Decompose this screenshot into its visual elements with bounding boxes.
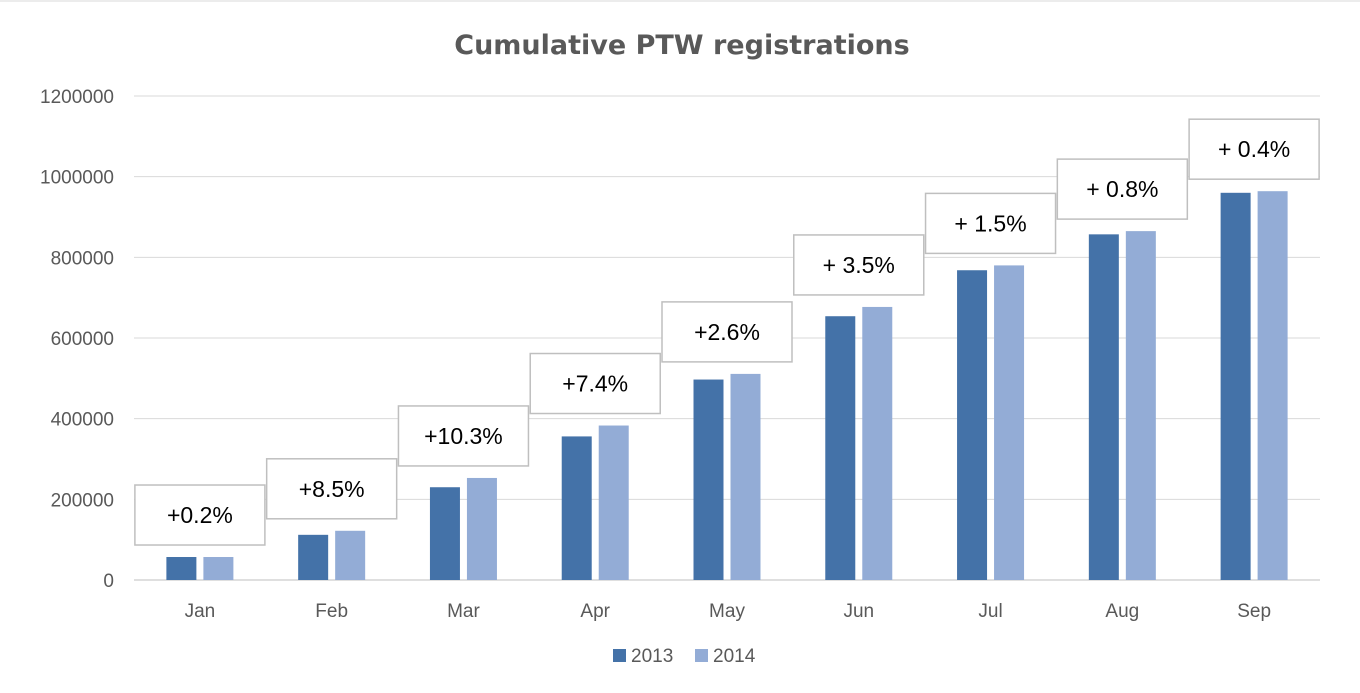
- annotation-label: +2.6%: [694, 319, 760, 345]
- bar-2014-Jan: [203, 557, 234, 580]
- annotation-box: [793, 234, 925, 296]
- annotation-label: + 0.8%: [1086, 176, 1158, 202]
- bar-2013-Jun: [825, 316, 856, 580]
- annotation-May: +2.6%: [661, 301, 793, 363]
- y-tick-label: 600000: [51, 329, 114, 350]
- y-tick-label: 800000: [51, 248, 114, 269]
- annotation-Jan: +0.2%: [134, 484, 266, 546]
- annotation-box: [661, 301, 793, 363]
- legend-swatch-2013: [613, 649, 626, 662]
- annotation-box: [529, 352, 661, 415]
- annotation-label: + 3.5%: [823, 252, 895, 278]
- x-tick-label: Jul: [978, 601, 1002, 622]
- legend: 2013 2014: [613, 646, 756, 667]
- bar-2013-Sep: [1220, 192, 1251, 581]
- annotation-label: + 0.4%: [1218, 136, 1290, 162]
- annotation-box: [134, 484, 266, 546]
- annotation-Sep: + 0.4%: [1188, 118, 1320, 180]
- bar-2014-Jun: [862, 306, 893, 580]
- bar-2014-Apr: [598, 425, 629, 580]
- y-tick-label: 1200000: [40, 87, 114, 108]
- annotations: +0.2% +8.5% +10.3% +7.4% +2.6% + 3.5% + 1.5% + …: [134, 118, 1320, 546]
- x-tick-label: Apr: [580, 601, 610, 622]
- annotation-Mar: +10.3%: [397, 405, 530, 467]
- bar-2014-Aug: [1125, 231, 1156, 580]
- annotation-Apr: +7.4%: [529, 352, 661, 415]
- bar-2014-May: [730, 373, 761, 580]
- x-tick-label: Jun: [843, 601, 874, 622]
- x-tick-label: Sep: [1237, 601, 1271, 622]
- annotation-label: +10.3%: [424, 423, 503, 449]
- annotation-label: +0.2%: [167, 502, 233, 528]
- bar-series: [166, 191, 1288, 581]
- y-tick-label: 1000000: [40, 168, 114, 189]
- bar-2013-Mar: [429, 487, 460, 580]
- y-axis: 0 200000 400000 600000 800000 1000000 1200000: [40, 87, 114, 592]
- bar-2014-Jul: [994, 265, 1025, 580]
- annotation-Jun: + 3.5%: [793, 234, 925, 296]
- legend-swatch-2014: [695, 649, 708, 662]
- legend-label-2013: 2013: [631, 646, 673, 667]
- x-tick-label: Jan: [185, 601, 216, 622]
- chart-title: Cumulative PTW registrations: [454, 30, 909, 61]
- annotation-label: + 1.5%: [954, 210, 1026, 236]
- bar-2013-Jan: [166, 557, 197, 580]
- annotation-box: [265, 458, 398, 520]
- annotation-Feb: +8.5%: [265, 458, 398, 520]
- bar-2013-Apr: [561, 436, 592, 580]
- bar-2013-Jul: [957, 270, 988, 580]
- y-tick-label: 200000: [51, 490, 114, 511]
- x-tick-label: Mar: [447, 601, 480, 622]
- annotation-box: [397, 405, 530, 467]
- annotation-box: [1188, 118, 1320, 180]
- bar-2014-Mar: [466, 477, 497, 580]
- x-tick-label: Feb: [315, 601, 348, 622]
- legend-label-2014: 2014: [713, 646, 756, 667]
- x-axis: Jan Feb Mar Apr May Jun Jul Aug Sep: [185, 601, 1271, 622]
- annotation-label: +8.5%: [299, 476, 365, 502]
- bar-2014-Sep: [1257, 191, 1288, 581]
- annotation-label: +7.4%: [562, 371, 628, 397]
- annotation-Aug: + 0.8%: [1056, 158, 1189, 220]
- y-tick-label: 0: [103, 571, 114, 592]
- annotation-box: [924, 192, 1057, 255]
- y-tick-label: 400000: [51, 410, 114, 431]
- bar-2014-Feb: [335, 530, 366, 580]
- annotation-Jul: + 1.5%: [924, 192, 1057, 255]
- annotation-box: [1056, 158, 1189, 220]
- x-tick-label: May: [709, 601, 745, 622]
- x-tick-label: Aug: [1105, 601, 1139, 622]
- bar-2013-May: [693, 379, 724, 580]
- bar-2013-Feb: [298, 534, 329, 580]
- bar-2013-Aug: [1088, 234, 1119, 581]
